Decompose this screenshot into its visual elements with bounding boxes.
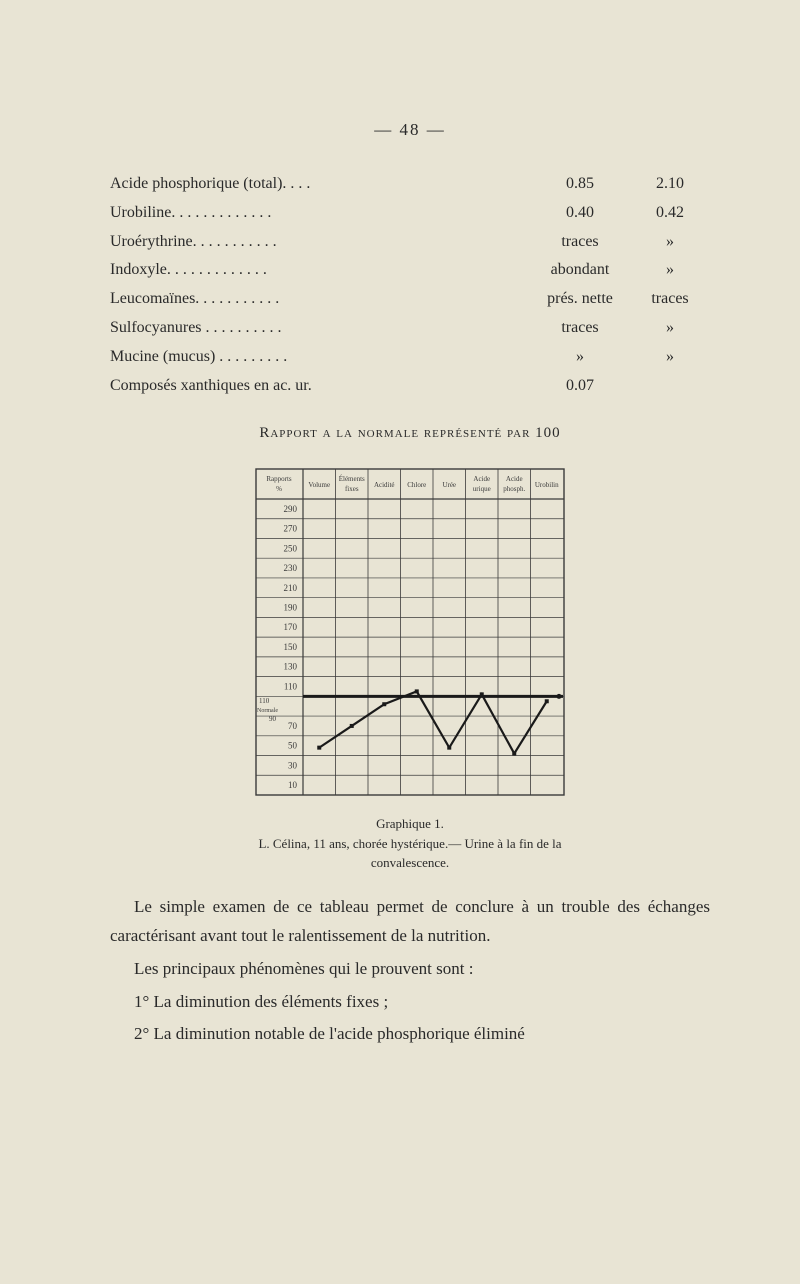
svg-text:250: 250 — [284, 544, 298, 554]
svg-text:Acide: Acide — [506, 475, 523, 483]
analyte-value-2: » — [630, 228, 710, 257]
caption-desc: L. Célina, 11 ans, chorée hystérique.— U… — [255, 834, 565, 873]
svg-text:Volume: Volume — [308, 481, 330, 489]
table-row: Urobiline. . . . . . . . . . . . .0.400.… — [110, 199, 710, 228]
svg-text:50: 50 — [288, 741, 298, 751]
analyte-value-1: traces — [530, 228, 630, 257]
analyte-label: Composés xanthiques en ac. ur. — [110, 372, 530, 401]
analyte-value-2 — [630, 372, 710, 401]
svg-text:phosph.: phosph. — [503, 485, 525, 493]
chart-svg: Rapports% Volume Éléments fixes Acidité Chlor… — [255, 467, 565, 797]
analyte-label: Urobiline. . . . . . . . . . . . . — [110, 199, 530, 228]
analyte-value-1: 0.07 — [530, 372, 630, 401]
analyte-label: Indoxyle. . . . . . . . . . . . . — [110, 256, 530, 285]
table-row: Leucomaïnes. . . . . . . . . . .prés. ne… — [110, 285, 710, 314]
svg-text:Acidité: Acidité — [374, 481, 395, 489]
svg-text:%: % — [276, 485, 282, 493]
analyte-value-1: 0.85 — [530, 170, 630, 199]
page-number: — 48 — — [110, 120, 710, 140]
analyte-label: Acide phosphorique (total). . . . — [110, 170, 530, 199]
table-row: Composés xanthiques en ac. ur.0.07 — [110, 372, 710, 401]
svg-text:130: 130 — [284, 662, 298, 672]
analyte-value-2: » — [630, 343, 710, 372]
svg-text:Normale: Normale — [257, 709, 278, 715]
analyte-value-2: 2.10 — [630, 170, 710, 199]
svg-text:Urée: Urée — [442, 481, 456, 489]
paragraph: Le simple examen de ce tableau permet de… — [110, 893, 710, 951]
svg-text:110: 110 — [284, 682, 298, 692]
caption-title: Graphique 1. — [255, 814, 565, 834]
body-text: Le simple examen de ce tableau permet de… — [110, 893, 710, 1049]
svg-text:30: 30 — [288, 761, 298, 771]
analyte-value-2: 0.42 — [630, 199, 710, 228]
analyte-value-2: traces — [630, 285, 710, 314]
paragraph: 2° La diminution notable de l'acide phos… — [110, 1020, 710, 1049]
svg-text:70: 70 — [288, 721, 298, 731]
svg-text:190: 190 — [284, 603, 298, 613]
svg-text:110: 110 — [259, 698, 270, 706]
analyte-label: Leucomaïnes. . . . . . . . . . . — [110, 285, 530, 314]
paragraph: 1° La diminution des éléments fixes ; — [110, 988, 710, 1017]
analyte-value-1: traces — [530, 314, 630, 343]
analyte-label: Mucine (mucus) . . . . . . . . . — [110, 343, 530, 372]
analyte-value-2: » — [630, 256, 710, 285]
rapport-heading: Rapport a la normale représenté par 100 — [110, 425, 710, 442]
svg-text:150: 150 — [284, 642, 298, 652]
chart: Rapports% Volume Éléments fixes Acidité Chlor… — [255, 467, 565, 873]
svg-text:170: 170 — [284, 623, 298, 633]
analyte-table: Acide phosphorique (total). . . .0.852.1… — [110, 170, 710, 400]
svg-text:90: 90 — [269, 716, 277, 724]
analyte-value-2: » — [630, 314, 710, 343]
analyte-value-1: abondant — [530, 256, 630, 285]
svg-text:290: 290 — [284, 504, 298, 514]
svg-text:Rapports: Rapports — [266, 475, 292, 483]
table-row: Mucine (mucus) . . . . . . . . .»» — [110, 343, 710, 372]
analyte-value-1: prés. nette — [530, 285, 630, 314]
table-row: Indoxyle. . . . . . . . . . . . .abondan… — [110, 256, 710, 285]
svg-text:210: 210 — [284, 583, 298, 593]
svg-text:10: 10 — [288, 780, 298, 790]
svg-text:Urobilin: Urobilin — [535, 481, 559, 489]
analyte-value-1: 0.40 — [530, 199, 630, 228]
paragraph: Les principaux phénomènes qui le prouven… — [110, 955, 710, 984]
svg-text:270: 270 — [284, 524, 298, 534]
table-row: Sulfocyanures . . . . . . . . . .traces» — [110, 314, 710, 343]
svg-text:urique: urique — [473, 485, 491, 493]
analyte-label: Uroérythrine. . . . . . . . . . . — [110, 228, 530, 257]
analyte-value-1: » — [530, 343, 630, 372]
table-row: Uroérythrine. . . . . . . . . . .traces» — [110, 228, 710, 257]
svg-text:Chlore: Chlore — [407, 481, 426, 489]
analyte-label: Sulfocyanures . . . . . . . . . . — [110, 314, 530, 343]
svg-text:230: 230 — [284, 563, 298, 573]
svg-text:Acide: Acide — [473, 475, 490, 483]
svg-text:fixes: fixes — [345, 485, 359, 493]
table-row: Acide phosphorique (total). . . .0.852.1… — [110, 170, 710, 199]
svg-text:Éléments: Éléments — [339, 475, 365, 483]
